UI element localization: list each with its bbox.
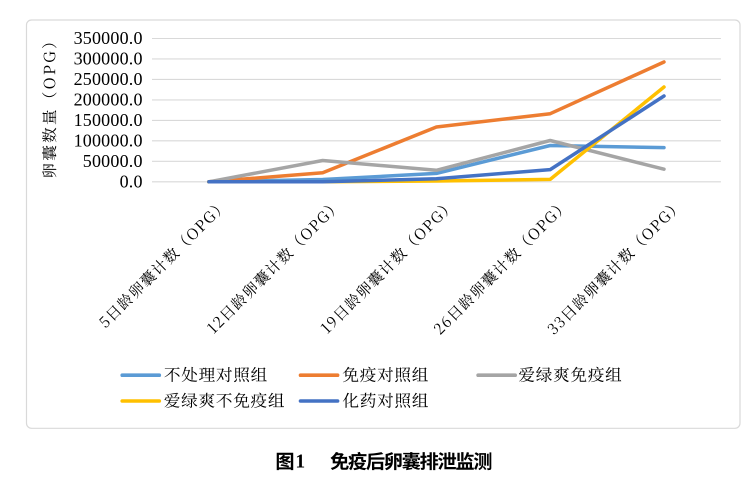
svg-text:350000.0: 350000.0 xyxy=(74,28,143,48)
svg-text:100000.0: 100000.0 xyxy=(74,130,143,150)
svg-text:50000.0: 50000.0 xyxy=(83,151,143,171)
svg-text:150000.0: 150000.0 xyxy=(74,110,143,130)
svg-text:250000.0: 250000.0 xyxy=(74,69,143,89)
svg-text:1: 1 xyxy=(295,452,305,473)
svg-text:300000.0: 300000.0 xyxy=(74,48,143,68)
svg-text:0.0: 0.0 xyxy=(120,171,143,191)
svg-text:200000.0: 200000.0 xyxy=(74,89,143,109)
